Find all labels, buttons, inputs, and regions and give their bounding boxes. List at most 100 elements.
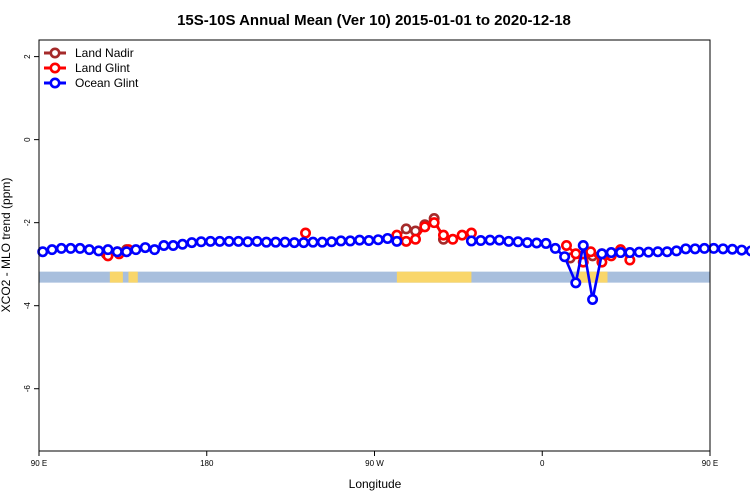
data-point [475, 235, 487, 247]
y-axis: 2 0 -2 -4 -6 [23, 54, 39, 392]
data-point [570, 248, 582, 260]
data-point [521, 237, 533, 249]
data-point [298, 237, 310, 249]
data-point [596, 248, 608, 260]
data-point [307, 236, 319, 248]
legend-label-land-glint: Land Glint [75, 61, 130, 75]
data-point [419, 221, 431, 233]
data-point [549, 242, 561, 254]
data-point [55, 242, 67, 254]
data-point [242, 236, 254, 248]
data-point [689, 243, 701, 255]
y-tick-label: 2 [23, 54, 32, 59]
data-point [465, 235, 477, 247]
data-point [717, 243, 729, 255]
data-point [111, 246, 123, 258]
x-axis: 90 E 180 90 W 0 90 E [31, 451, 718, 468]
legend-marker-land-glint [49, 62, 61, 74]
data-point [37, 246, 49, 258]
data-point [726, 243, 738, 255]
data-point [139, 242, 151, 254]
land-segment [128, 271, 138, 283]
legend-marker-land-nadir [49, 47, 61, 59]
data-point [661, 246, 673, 258]
data-point [167, 240, 179, 252]
data-point [605, 247, 617, 259]
data-point [540, 237, 552, 249]
data-point [437, 229, 449, 241]
data-point [493, 234, 505, 246]
data-point [670, 245, 682, 257]
x-axis-label: Longitude [349, 477, 402, 491]
legend-label-land-nadir: Land Nadir [75, 46, 134, 60]
data-point [130, 244, 142, 256]
data-point [288, 237, 300, 249]
y-tick-label: -2 [23, 219, 32, 227]
data-point [382, 232, 394, 244]
data-point [736, 244, 748, 256]
data-point [585, 246, 597, 258]
ocean-strip [39, 271, 710, 283]
data-point [93, 245, 105, 257]
data-point [372, 234, 384, 246]
data-point [624, 247, 636, 259]
x-tick-label: 90 E [31, 459, 47, 468]
data-point [74, 242, 86, 254]
data-point [344, 235, 356, 247]
data-point [300, 227, 312, 239]
data-point [335, 235, 347, 247]
data-point [270, 236, 282, 248]
data-point [698, 242, 710, 254]
data-point [512, 236, 524, 248]
data-point [83, 244, 95, 256]
series-group [37, 213, 750, 305]
data-point [177, 238, 189, 250]
y-tick-label: -4 [23, 302, 32, 310]
data-point [680, 243, 692, 255]
x-tick-label: 90 E [702, 459, 718, 468]
series-ocean-glint [37, 232, 750, 305]
data-point [559, 251, 571, 263]
legend-marker-ocean-glint [49, 77, 61, 89]
data-point [232, 235, 244, 247]
data-point [400, 235, 412, 247]
data-point [560, 240, 572, 252]
y-axis-label: XCO2 - MLO trend (ppm) [0, 178, 13, 313]
x-tick-label: 90 W [365, 459, 384, 468]
data-point [531, 237, 543, 249]
data-point [251, 235, 263, 247]
data-point [326, 236, 338, 248]
series-segment [574, 245, 585, 284]
data-point [204, 235, 216, 247]
legend: Land Nadir Land Glint Ocean Glint [44, 46, 139, 90]
data-point [391, 235, 403, 247]
data-point [642, 246, 654, 258]
data-point [745, 245, 750, 257]
data-point [65, 242, 77, 254]
data-point [121, 246, 133, 258]
data-point [102, 244, 114, 256]
data-point [570, 277, 582, 289]
data-point [615, 247, 627, 259]
data-point [708, 242, 720, 254]
legend-label-ocean-glint: Ocean Glint [75, 76, 139, 90]
y-tick-label: -6 [23, 385, 32, 393]
land-ocean-strip [39, 271, 710, 283]
data-point [503, 235, 515, 247]
data-point [577, 240, 589, 252]
land-segment [575, 271, 608, 283]
data-point [456, 229, 468, 241]
land-segment [396, 271, 472, 283]
series-segment [581, 245, 594, 300]
data-point [447, 233, 459, 245]
data-point [158, 240, 170, 252]
data-point [587, 293, 599, 305]
data-point [410, 233, 422, 245]
data-point [400, 223, 412, 235]
y-tick-label: 0 [23, 137, 32, 142]
data-point [633, 246, 645, 258]
series-segment [591, 253, 604, 300]
data-point [195, 236, 207, 248]
data-point [279, 236, 291, 248]
